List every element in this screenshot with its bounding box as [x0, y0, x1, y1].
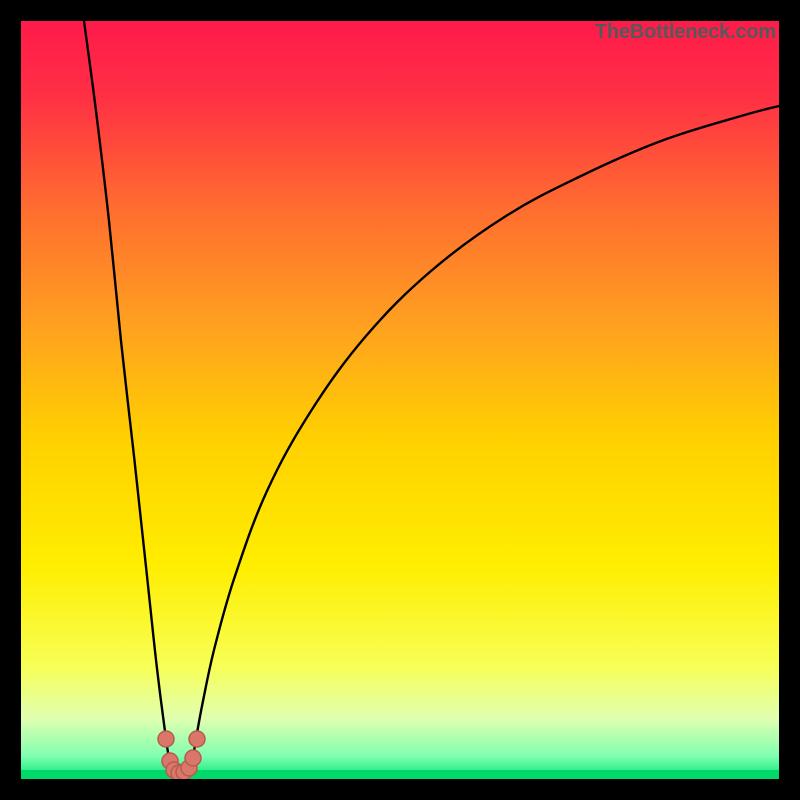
gradient-background	[21, 21, 779, 779]
marker-point	[158, 731, 174, 747]
border-left	[0, 0, 21, 800]
marker-point	[185, 750, 201, 766]
border-bottom	[0, 779, 800, 800]
marker-point	[189, 731, 205, 747]
attribution-text: TheBottleneck.com	[595, 21, 776, 44]
border-top	[0, 0, 800, 21]
chart-container: TheBottleneck.com	[0, 0, 800, 800]
green-baseline-strip	[21, 770, 779, 779]
border-right	[779, 0, 800, 800]
plot-area	[21, 21, 779, 779]
plot-svg	[21, 21, 779, 779]
